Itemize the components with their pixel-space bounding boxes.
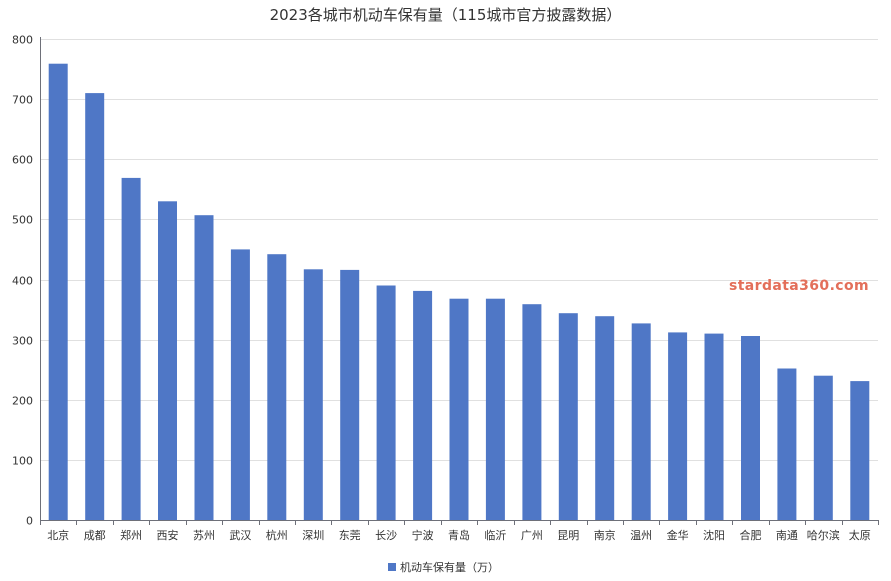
x-tick-label: 昆明 — [557, 529, 579, 542]
bar[interactable] — [158, 201, 177, 521]
bar[interactable] — [121, 177, 141, 520]
x-tick-label: 青岛 — [448, 528, 470, 542]
bar[interactable] — [704, 333, 724, 520]
bar[interactable] — [741, 336, 760, 520]
x-tick-label: 深圳 — [302, 529, 324, 542]
y-tick-label: 100 — [12, 455, 33, 468]
y-tick-label: 800 — [12, 34, 33, 47]
legend[interactable]: 机动车保有量（万） — [388, 560, 499, 574]
axes — [40, 37, 879, 525]
x-tick-label: 东莞 — [339, 529, 361, 542]
bar[interactable] — [558, 313, 578, 520]
bar[interactable] — [449, 298, 469, 520]
x-tick-label: 宁波 — [412, 528, 434, 542]
bar[interactable] — [595, 316, 615, 520]
x-tick-label: 金华 — [667, 528, 689, 542]
x-tick-label: 苏州 — [193, 529, 215, 542]
y-tick-label: 700 — [12, 94, 33, 107]
y-tick-label: 200 — [12, 395, 33, 408]
chart-title: 2023各城市机动车保有量（115城市官方披露数据） — [270, 6, 622, 24]
x-tick-label: 太原 — [849, 529, 871, 542]
bar[interactable] — [267, 254, 287, 520]
bar[interactable] — [668, 332, 688, 520]
bar[interactable] — [631, 323, 651, 520]
x-tick-label: 哈尔滨 — [807, 528, 840, 542]
x-tick-label: 南京 — [594, 528, 616, 542]
x-tick-label: 成都 — [84, 529, 106, 542]
bar[interactable] — [777, 368, 797, 521]
bar[interactable] — [813, 375, 833, 520]
x-axis-tick-labels: 北京 成都 郑州 西安 苏州 武汉 杭州 深圳 东莞 长沙 宁波 青岛 临沂 广州 昆明 南京 温州 金华 沈阳 合肥… — [47, 528, 871, 542]
x-tick-label: 武汉 — [229, 529, 251, 542]
bar[interactable] — [230, 249, 250, 520]
x-tick-label: 沈阳 — [703, 528, 725, 542]
x-tick-label: 杭州 — [266, 528, 288, 542]
y-tick-label: 300 — [12, 335, 33, 348]
y-axis-tick-labels: 0 100 200 300 400 500 600 700 800 — [12, 34, 33, 528]
legend-label: 机动车保有量（万） — [400, 560, 499, 574]
bar[interactable] — [340, 269, 360, 520]
x-tick-label: 北京 — [47, 528, 69, 542]
x-tick-label: 临沂 — [484, 528, 506, 542]
y-tick-label: 0 — [26, 515, 33, 528]
y-tick-label: 500 — [12, 214, 33, 227]
bar[interactable] — [413, 290, 433, 520]
watermark: stardata360.com — [729, 278, 869, 294]
bar[interactable] — [522, 304, 542, 520]
bar-series — [48, 63, 870, 521]
x-tick-label: 温州 — [630, 529, 652, 542]
x-tick-label: 南通 — [776, 529, 798, 542]
bar[interactable] — [850, 381, 870, 520]
bar[interactable] — [303, 269, 323, 520]
bar[interactable] — [376, 285, 396, 521]
bar[interactable] — [85, 93, 105, 520]
bar[interactable] — [485, 298, 505, 520]
bar[interactable] — [48, 63, 68, 520]
x-tick-label: 合肥 — [740, 528, 762, 542]
x-tick-label: 广州 — [521, 529, 543, 542]
x-tick-label: 西安 — [157, 528, 179, 542]
y-tick-label: 600 — [12, 154, 33, 167]
legend-swatch — [388, 563, 396, 571]
x-tick-label: 郑州 — [120, 528, 142, 542]
bar[interactable] — [194, 215, 214, 520]
x-tick-label: 长沙 — [375, 529, 397, 542]
y-tick-label: 400 — [12, 275, 33, 288]
